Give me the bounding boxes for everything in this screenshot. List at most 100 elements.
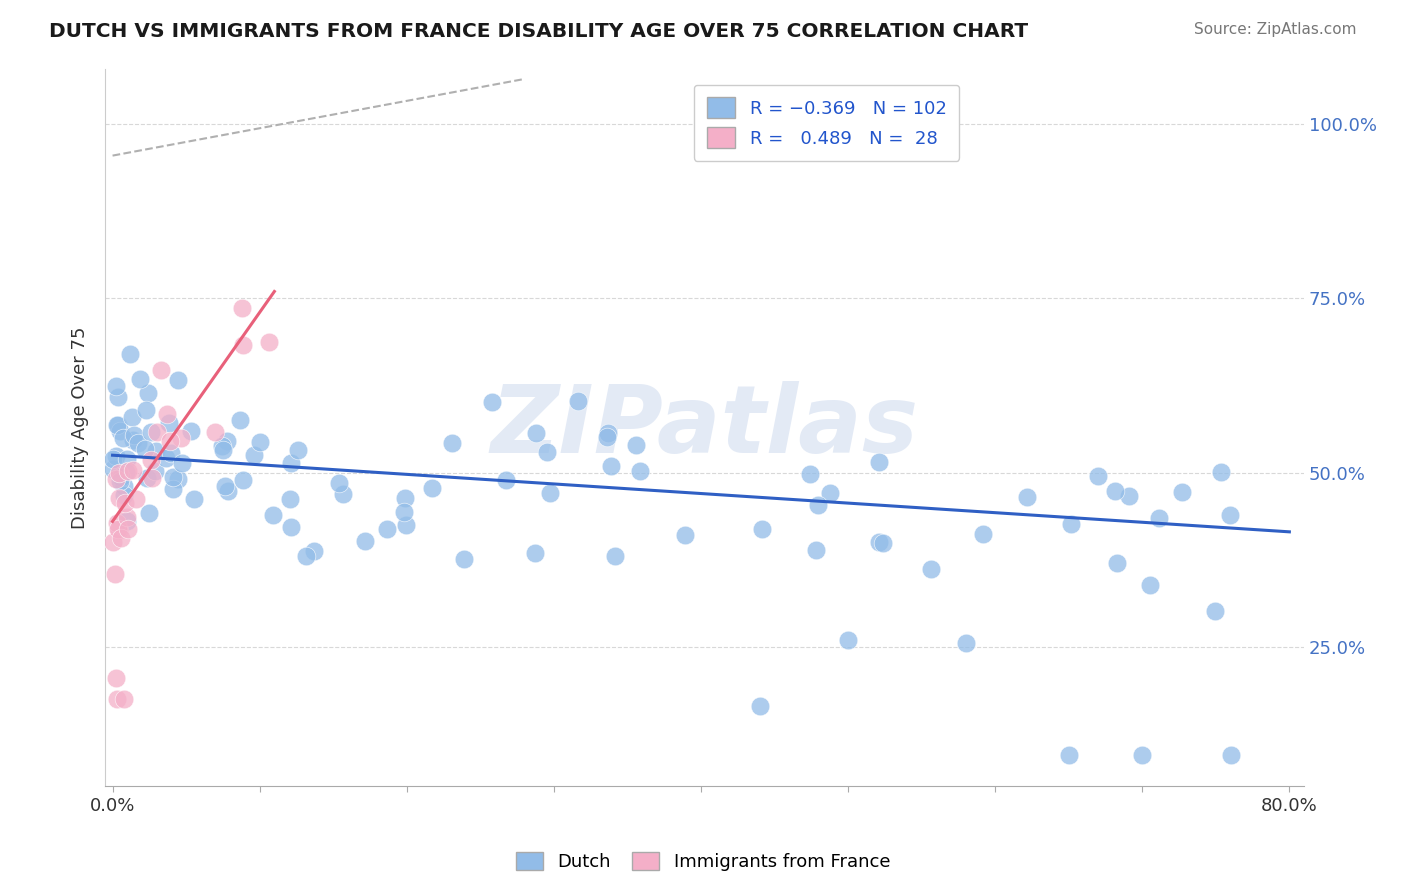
Point bbox=[122, 463, 145, 477]
Point bbox=[159, 446, 181, 460]
Point bbox=[145, 444, 167, 458]
Point bbox=[232, 338, 254, 352]
Point bbox=[217, 434, 239, 448]
Point bbox=[112, 479, 135, 493]
Y-axis label: Disability Age Over 75: Disability Age Over 75 bbox=[72, 326, 89, 529]
Point bbox=[596, 430, 619, 444]
Point bbox=[170, 456, 193, 470]
Point bbox=[149, 363, 172, 377]
Point bbox=[1170, 485, 1192, 500]
Point bbox=[141, 452, 163, 467]
Point bbox=[1130, 747, 1153, 762]
Point bbox=[280, 456, 302, 470]
Point bbox=[567, 394, 589, 409]
Point bbox=[1211, 466, 1233, 480]
Point bbox=[748, 699, 770, 714]
Point bbox=[104, 379, 127, 393]
Point bbox=[524, 426, 547, 441]
Point bbox=[135, 471, 157, 485]
Point bbox=[122, 427, 145, 442]
Point bbox=[420, 482, 443, 496]
Point bbox=[820, 486, 842, 500]
Point bbox=[105, 516, 128, 531]
Point bbox=[214, 479, 236, 493]
Point bbox=[110, 531, 132, 545]
Point bbox=[104, 472, 127, 486]
Point bbox=[180, 425, 202, 439]
Point bbox=[868, 535, 890, 549]
Point bbox=[280, 520, 302, 534]
Point bbox=[536, 445, 558, 459]
Point bbox=[114, 496, 136, 510]
Point bbox=[453, 552, 475, 566]
Point bbox=[394, 491, 416, 505]
Point bbox=[146, 425, 169, 439]
Point bbox=[920, 562, 942, 576]
Point bbox=[117, 464, 139, 478]
Point bbox=[141, 425, 163, 439]
Point bbox=[118, 347, 141, 361]
Point bbox=[259, 334, 281, 349]
Legend: R = −0.369   N = 102, R =   0.489   N =  28: R = −0.369 N = 102, R = 0.489 N = 28 bbox=[695, 85, 959, 161]
Point bbox=[170, 431, 193, 445]
Point bbox=[134, 442, 156, 456]
Point bbox=[105, 692, 128, 706]
Point bbox=[295, 549, 318, 564]
Point bbox=[156, 407, 179, 421]
Legend: Dutch, Immigrants from France: Dutch, Immigrants from France bbox=[509, 845, 897, 879]
Point bbox=[183, 491, 205, 506]
Point bbox=[440, 436, 463, 450]
Point bbox=[204, 425, 226, 439]
Point bbox=[115, 509, 138, 524]
Point bbox=[538, 485, 561, 500]
Point bbox=[117, 451, 139, 466]
Point bbox=[108, 491, 131, 505]
Point bbox=[1104, 483, 1126, 498]
Point bbox=[107, 524, 129, 538]
Point bbox=[114, 465, 136, 479]
Point bbox=[328, 475, 350, 490]
Point bbox=[105, 449, 128, 463]
Point bbox=[868, 455, 890, 469]
Point bbox=[837, 632, 859, 647]
Point bbox=[112, 488, 135, 502]
Point bbox=[603, 549, 626, 563]
Point bbox=[166, 373, 188, 387]
Point bbox=[107, 467, 129, 481]
Point bbox=[799, 467, 821, 482]
Point bbox=[807, 499, 830, 513]
Point bbox=[243, 448, 266, 462]
Point bbox=[103, 535, 125, 549]
Point bbox=[598, 425, 620, 440]
Point bbox=[395, 518, 418, 533]
Point bbox=[495, 473, 517, 487]
Point bbox=[127, 436, 149, 450]
Text: ZIPatlas: ZIPatlas bbox=[491, 382, 918, 474]
Point bbox=[143, 464, 166, 478]
Point bbox=[211, 439, 233, 453]
Point bbox=[107, 418, 129, 433]
Point bbox=[211, 442, 233, 457]
Point bbox=[101, 451, 124, 466]
Point bbox=[278, 491, 301, 506]
Point bbox=[354, 534, 377, 549]
Point bbox=[108, 424, 131, 438]
Point bbox=[104, 671, 127, 685]
Point bbox=[124, 492, 146, 507]
Point bbox=[600, 459, 623, 474]
Point bbox=[117, 522, 139, 536]
Point bbox=[135, 402, 157, 417]
Point bbox=[375, 523, 398, 537]
Point bbox=[232, 473, 254, 487]
Point bbox=[162, 482, 184, 496]
Point bbox=[121, 410, 143, 425]
Point bbox=[115, 515, 138, 529]
Point bbox=[332, 487, 354, 501]
Point bbox=[110, 475, 132, 489]
Point bbox=[673, 527, 696, 541]
Point bbox=[1204, 604, 1226, 618]
Text: Source: ZipAtlas.com: Source: ZipAtlas.com bbox=[1194, 22, 1357, 37]
Point bbox=[231, 301, 253, 316]
Point bbox=[128, 372, 150, 386]
Point bbox=[804, 542, 827, 557]
